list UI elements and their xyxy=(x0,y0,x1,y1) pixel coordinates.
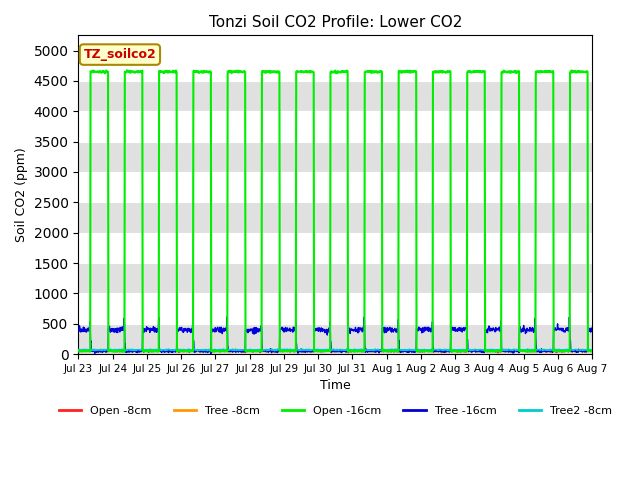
Line: Open -16cm: Open -16cm xyxy=(79,70,592,352)
Bar xyxy=(79,263,592,293)
Line: Tree -8cm: Tree -8cm xyxy=(79,349,592,352)
Tree -8cm xyxy=(189,348,197,353)
Tree2 -8cm xyxy=(460,348,467,354)
Line: Tree -16cm: Tree -16cm xyxy=(79,317,592,354)
Tree2 -8cm xyxy=(189,347,196,353)
X-axis label: Time: Time xyxy=(320,379,351,392)
Bar xyxy=(79,142,592,172)
Tree -8cm xyxy=(177,348,184,353)
Legend: Open -8cm, Tree -8cm, Open -16cm, Tree -16cm, Tree2 -8cm: Open -8cm, Tree -8cm, Open -16cm, Tree -… xyxy=(54,401,616,420)
Bar xyxy=(79,324,592,354)
Open -16cm xyxy=(189,348,197,354)
Tree -16cm xyxy=(528,325,536,331)
Open -16cm xyxy=(177,348,184,354)
Open -8cm xyxy=(177,349,184,355)
Tree2 -8cm xyxy=(588,348,596,353)
Open -8cm xyxy=(527,348,535,354)
Tree -8cm xyxy=(75,348,83,353)
Open -16cm xyxy=(483,348,490,354)
Open -8cm xyxy=(189,348,196,353)
Open -16cm xyxy=(123,67,131,73)
Tree -8cm xyxy=(415,348,423,354)
Open -16cm xyxy=(353,349,361,355)
Bar xyxy=(79,202,592,233)
Open -8cm xyxy=(75,348,83,353)
Tree -8cm xyxy=(588,347,596,353)
Tree2 -8cm xyxy=(483,347,490,352)
Tree -16cm xyxy=(588,328,596,334)
Tree -16cm xyxy=(223,314,231,320)
Open -8cm xyxy=(482,348,490,354)
Tree2 -8cm xyxy=(75,347,83,352)
Tree -16cm xyxy=(177,325,184,331)
Tree -8cm xyxy=(528,348,536,354)
Tree -8cm xyxy=(247,348,255,354)
Open -8cm xyxy=(588,348,596,354)
Tree2 -8cm xyxy=(190,346,198,352)
Tree2 -8cm xyxy=(528,347,536,352)
Title: Tonzi Soil CO2 Profile: Lower CO2: Tonzi Soil CO2 Profile: Lower CO2 xyxy=(209,15,462,30)
Tree2 -8cm xyxy=(415,347,423,353)
Tree -8cm xyxy=(175,346,182,352)
Open -16cm xyxy=(528,348,536,354)
Open -16cm xyxy=(246,348,254,354)
Open -8cm xyxy=(530,347,538,352)
Open -8cm xyxy=(415,348,422,353)
Tree2 -8cm xyxy=(177,347,184,353)
Bar xyxy=(79,81,592,111)
Open -8cm xyxy=(494,350,502,356)
Tree -8cm xyxy=(227,349,235,355)
Open -16cm xyxy=(75,348,83,354)
Tree -16cm xyxy=(75,327,83,333)
Open -16cm xyxy=(588,348,596,354)
Tree -16cm xyxy=(483,329,490,335)
Open -16cm xyxy=(415,348,423,354)
Open -8cm xyxy=(246,348,254,354)
Tree -16cm xyxy=(189,321,196,326)
Tree -16cm xyxy=(415,326,423,332)
Line: Tree2 -8cm: Tree2 -8cm xyxy=(79,349,592,351)
Tree -16cm xyxy=(207,351,214,357)
Line: Open -8cm: Open -8cm xyxy=(79,349,592,353)
Tree -16cm xyxy=(247,326,255,332)
Text: TZ_soilco2: TZ_soilco2 xyxy=(84,48,156,61)
Tree -8cm xyxy=(483,348,490,354)
Y-axis label: Soil CO2 (ppm): Soil CO2 (ppm) xyxy=(15,147,28,242)
Tree2 -8cm xyxy=(246,347,254,353)
